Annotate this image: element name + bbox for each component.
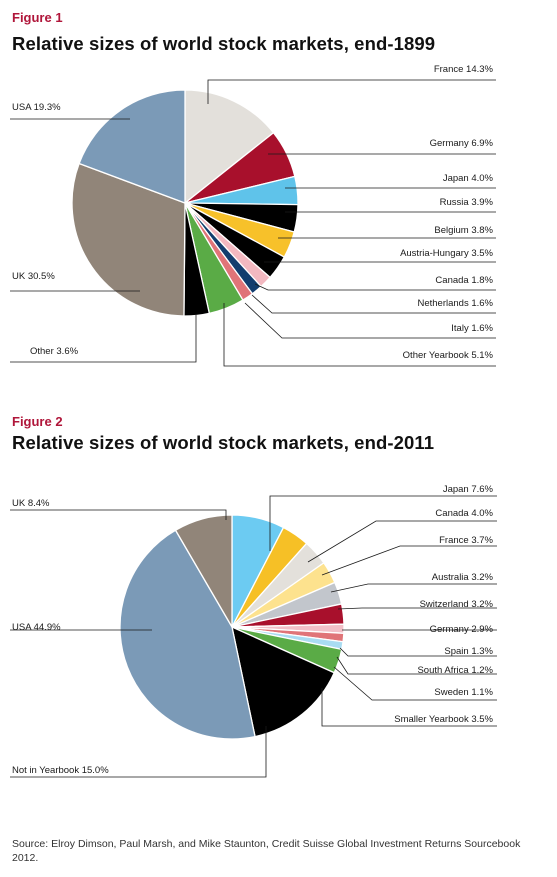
pie1-label-netherlands: Netherlands 1.6% (417, 298, 493, 309)
pie2-leader-switzerland (337, 607, 497, 610)
pie2-label-australia: Australia 3.2% (432, 572, 494, 583)
figure-2-pie-chart: Japan 7.6% Canada 4.0% France 3.7% Australi… (10, 484, 497, 778)
pie2-leader-south-africa (336, 656, 497, 675)
pie1-leader-canada (254, 283, 496, 291)
pie2-label-canada: Canada 4.0% (435, 508, 493, 519)
pie1-label-italy: Italy 1.6% (451, 323, 493, 334)
pie2-label-not-in-yearbook: Not in Yearbook 15.0% (12, 765, 109, 776)
pie1-label-canada: Canada 1.8% (435, 275, 493, 286)
pie2-slice-uk (174, 514, 233, 628)
pie2-label-france: France 3.7% (439, 535, 493, 546)
pie2-leader-japan (269, 495, 497, 551)
pie1-label-other: Other 3.6% (30, 346, 79, 357)
pie1-label-usa: USA 19.3% (12, 102, 61, 113)
pie2-label-smaller-yearbook: Smaller Yearbook 3.5% (394, 714, 493, 725)
pie1-label-uk: UK 30.5% (12, 271, 55, 282)
pie1-label-other-yearbook: Other Yearbook 5.1% (403, 350, 494, 361)
pie1-label-france: France 14.3% (434, 64, 494, 75)
source-note: Source: Elroy Dimson, Paul Marsh, and Mi… (12, 838, 521, 864)
pie2-leader-spain (339, 647, 497, 657)
pie2-slice-not-in-yearbook (231, 626, 335, 738)
pie1-slice-usa (78, 89, 186, 204)
pie1-label-germany: Germany 6.9% (430, 138, 494, 149)
pie1-leader-other (10, 314, 197, 363)
pie2-label-germany: Germany 2.9% (430, 624, 494, 635)
figure-2-title: Relative sizes of world stock markets, e… (12, 432, 435, 453)
pie2-leader-canada (307, 520, 497, 563)
pie1-label-japan: Japan 4.0% (443, 173, 494, 184)
pie2-leader-australia (330, 583, 497, 593)
pie2-label-switzerland: Switzerland 3.2% (420, 599, 494, 610)
pie1-label-austria-hungary: Austria-Hungary 3.5% (400, 248, 493, 259)
pie2-slice-usa (119, 529, 256, 740)
figure-2-label: Figure 2 (12, 414, 63, 429)
pie1-slice-uk (71, 162, 186, 317)
pie2-leader-smaller-yearbook (321, 688, 497, 727)
pie1-leader-other-yearbook (223, 303, 496, 367)
pie1-label-russia: Russia 3.9% (440, 197, 494, 208)
pie2-label-japan: Japan 7.6% (443, 484, 494, 495)
pie1-leader-italy (244, 302, 496, 339)
pie2-leader-uk (10, 509, 227, 520)
pie2-label-uk: UK 8.4% (12, 498, 50, 509)
pie2-label-spain: Spain 1.3% (444, 646, 493, 657)
pie2-label-usa: USA 44.9% (12, 622, 61, 633)
pie1-slice-france (184, 89, 275, 204)
pie2-label-south-africa: South Africa 1.2% (417, 665, 493, 676)
figure-1-pie-chart: France 14.3% Germany 6.9% Japan 4.0% Russia… (10, 64, 496, 367)
pie1-leader-france (207, 79, 496, 104)
figure-1-label: Figure 1 (12, 10, 63, 25)
pie1-leader-netherlands (251, 294, 496, 314)
figure-1-title: Relative sizes of world stock markets, e… (12, 33, 436, 54)
pie2-leader-france (321, 545, 497, 576)
pie2-leader-sweden (333, 666, 497, 701)
pie1-label-belgium: Belgium 3.8% (434, 225, 493, 236)
pie2-label-sweden: Sweden 1.1% (434, 687, 493, 698)
pie2-leader-not-in-yearbook (10, 726, 267, 778)
